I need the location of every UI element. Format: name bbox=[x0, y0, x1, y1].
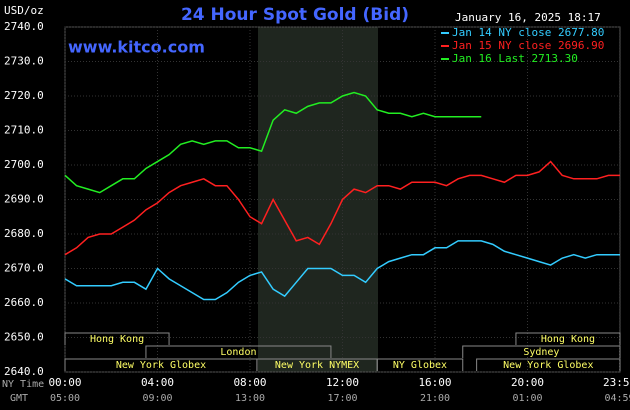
x2-tick-label: 09:00 bbox=[142, 393, 172, 404]
y-tick-label: 2640.0 bbox=[4, 365, 44, 378]
y-tick-label: 2700.0 bbox=[4, 158, 44, 171]
legend-label: Jan 15 NY close 2696.90 bbox=[452, 39, 604, 52]
y-tick-label: 2660.0 bbox=[4, 296, 44, 309]
y-tick-label: 2710.0 bbox=[4, 124, 44, 137]
chart-title: 24 Hour Spot Gold (Bid) bbox=[181, 5, 409, 25]
y-tick-label: 2690.0 bbox=[4, 193, 44, 206]
y-tick-label: 2670.0 bbox=[4, 262, 44, 275]
y-unit: USD/oz bbox=[4, 4, 44, 17]
y-tick-label: 2730.0 bbox=[4, 55, 44, 68]
x2-label: GMT bbox=[10, 393, 28, 404]
x-tick-label: 12:00 bbox=[326, 376, 359, 389]
y-tick-label: 2650.0 bbox=[4, 331, 44, 344]
x-tick-label: 23:59 bbox=[603, 376, 630, 389]
x2-tick-label: 17:00 bbox=[327, 393, 357, 404]
session-bracket bbox=[376, 358, 464, 371]
series-line bbox=[64, 240, 620, 301]
session-label: Hong Kong bbox=[541, 334, 595, 345]
watermark: www.kitco.com bbox=[68, 38, 205, 57]
session-bracket bbox=[476, 358, 621, 371]
x-tick-label: 08:00 bbox=[233, 376, 266, 389]
session-label: New York Globex bbox=[503, 360, 593, 371]
x2-tick-label: 21:00 bbox=[420, 393, 450, 404]
y-tick-label: 2720.0 bbox=[4, 89, 44, 102]
x2-tick-label: 05:00 bbox=[50, 393, 80, 404]
session-bracket bbox=[64, 332, 170, 345]
legend-label: Jan 16 Last 2713.30 bbox=[452, 52, 578, 65]
session-bracket bbox=[462, 345, 621, 358]
x2-tick-label: 04:59 bbox=[604, 393, 630, 404]
timestamp: January 16, 2025 18:17 bbox=[455, 11, 601, 24]
legend-label: Jan 14 NY close 2677.80 bbox=[452, 26, 604, 39]
session-label: New York Globex bbox=[116, 360, 206, 371]
y-tick-label: 2680.0 bbox=[4, 227, 44, 240]
session-bracket bbox=[515, 332, 621, 345]
session-label: New York NYMEX bbox=[275, 360, 359, 371]
x2-tick-label: 01:00 bbox=[512, 393, 542, 404]
session-label: Hong Kong bbox=[90, 334, 144, 345]
series-line bbox=[64, 160, 620, 256]
session-label: Sydney bbox=[523, 347, 559, 358]
x-tick-label: 04:00 bbox=[141, 376, 174, 389]
x-label: NY Time bbox=[2, 379, 44, 390]
session-label: London bbox=[220, 347, 256, 358]
x-tick-label: 16:00 bbox=[418, 376, 451, 389]
session-label: NY Globex bbox=[393, 360, 447, 371]
series-line bbox=[64, 91, 482, 194]
session-bracket bbox=[145, 345, 332, 358]
y-tick-label: 2740.0 bbox=[4, 20, 44, 33]
x-tick-label: 00:00 bbox=[48, 376, 81, 389]
x2-tick-label: 13:00 bbox=[235, 393, 265, 404]
x-tick-label: 20:00 bbox=[511, 376, 544, 389]
